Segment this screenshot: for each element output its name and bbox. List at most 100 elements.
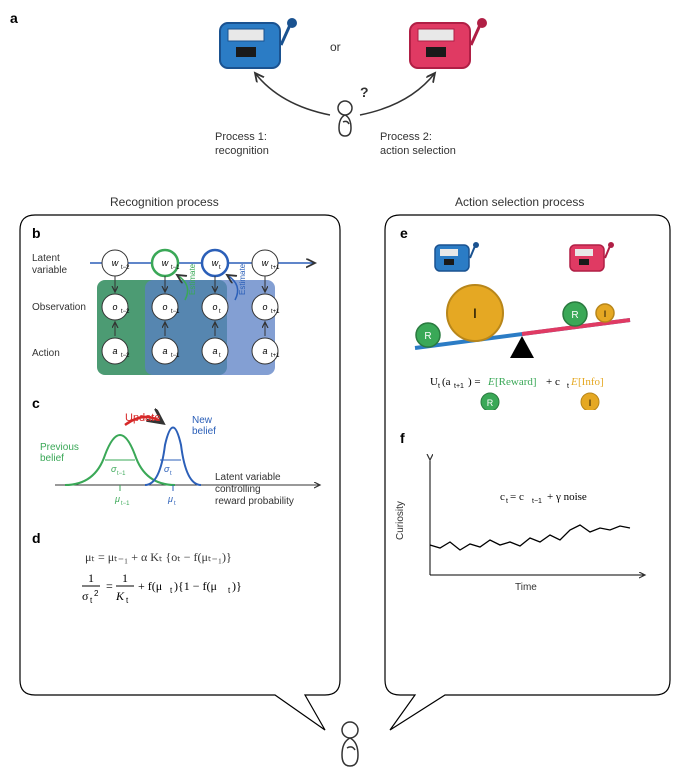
svg-text:t−1: t−1 bbox=[171, 309, 180, 315]
svg-text:= c: = c bbox=[510, 491, 524, 503]
svg-text:t−2: t−2 bbox=[121, 309, 130, 315]
question-mark-icon: ? bbox=[360, 84, 369, 100]
svg-text:t−1: t−1 bbox=[171, 353, 180, 359]
svg-text:t: t bbox=[90, 596, 93, 605]
svg-text:1: 1 bbox=[88, 571, 94, 585]
svg-text:μ: μ bbox=[167, 494, 173, 504]
arrow-to-red bbox=[360, 73, 435, 115]
svg-text:a: a bbox=[162, 346, 167, 356]
action-label: Action bbox=[32, 348, 60, 359]
svg-text:t+1: t+1 bbox=[271, 265, 280, 271]
panel-c-label: c bbox=[32, 395, 40, 411]
svg-text:E: E bbox=[487, 376, 495, 388]
svg-text:(a: (a bbox=[442, 376, 451, 388]
figure: a ? bbox=[10, 10, 675, 770]
process2-label: Process 2: action selection bbox=[380, 130, 456, 159]
svg-text:[Info]: [Info] bbox=[578, 376, 604, 388]
svg-text:t−1: t−1 bbox=[532, 498, 542, 505]
curiosity-label: Curiosity bbox=[395, 501, 406, 540]
svg-text:){1 − f(μ: ){1 − f(μ bbox=[174, 579, 217, 593]
svg-text:2: 2 bbox=[94, 589, 99, 598]
blue-slot-machine bbox=[220, 18, 297, 68]
svg-text:a: a bbox=[212, 346, 217, 356]
panel-b-label: b bbox=[32, 225, 41, 241]
svg-text:a: a bbox=[262, 346, 267, 356]
svg-text:t−2: t−2 bbox=[121, 353, 130, 359]
svg-text:) =: ) = bbox=[468, 376, 481, 388]
eq-d2: 1 σt2 = 1 Kt + f(μt){1 − f(μt)} bbox=[80, 570, 330, 605]
svg-text:o: o bbox=[112, 302, 117, 312]
svg-text:R: R bbox=[424, 331, 431, 342]
update-label: Update bbox=[125, 412, 160, 424]
svg-text:Estimate: Estimate bbox=[188, 263, 197, 295]
panel-f-chart: ct = c t−1 + γ noise bbox=[405, 450, 655, 600]
new-belief-label: New belief bbox=[192, 415, 216, 437]
panel-a-diagram: ? bbox=[150, 15, 550, 180]
time-label: Time bbox=[515, 582, 537, 593]
svg-text:a: a bbox=[112, 346, 117, 356]
svg-text:t: t bbox=[438, 383, 440, 390]
red-slot-small bbox=[570, 242, 614, 271]
svg-text:t−1: t−1 bbox=[171, 265, 180, 271]
svg-text:t: t bbox=[567, 383, 569, 390]
bottom-person-icon bbox=[330, 720, 380, 775]
eq-d1: μₜ = μₜ₋₁ + α Kₜ {oₜ − f(μₜ₋₁)} bbox=[85, 550, 232, 565]
arrow-to-blue bbox=[255, 73, 330, 115]
blue-slot-small bbox=[435, 242, 479, 271]
svg-text:t+1: t+1 bbox=[454, 383, 464, 390]
thinking-person-icon bbox=[338, 101, 352, 136]
panel-d-label: d bbox=[32, 530, 41, 546]
svg-text:t: t bbox=[228, 586, 231, 595]
svg-text:t−1: t−1 bbox=[117, 471, 126, 477]
w-nodes: wt−2 wt−1 wt wt+1 bbox=[90, 250, 315, 276]
panel-e-diagram: I R R I Ut(at+1) = E[Reward] + ct E[Info… bbox=[400, 240, 660, 410]
observation-label: Observation bbox=[32, 302, 86, 313]
process1-label: Process 1: recognition bbox=[215, 130, 269, 159]
action-title: Action selection process bbox=[455, 195, 584, 209]
svg-text:t+1: t+1 bbox=[271, 353, 280, 359]
prev-belief-label: Previous belief bbox=[40, 442, 79, 464]
svg-text:o: o bbox=[162, 302, 167, 312]
svg-text:t+1: t+1 bbox=[271, 309, 280, 315]
svg-text:w: w bbox=[162, 258, 169, 268]
svg-text:μ: μ bbox=[114, 494, 120, 504]
svg-text:w: w bbox=[262, 258, 269, 268]
panel-b-diagram: wt−2 wt−1 wt wt+1 ot−2 ot−1 ot ot+1 at−2… bbox=[45, 245, 335, 385]
svg-text:R: R bbox=[487, 398, 494, 408]
panel-a-label: a bbox=[10, 10, 18, 26]
svg-text:I: I bbox=[473, 305, 477, 321]
panel-e-label: e bbox=[400, 225, 408, 241]
svg-text:I: I bbox=[604, 309, 607, 319]
red-slot-machine bbox=[410, 18, 487, 68]
or-label: or bbox=[330, 40, 341, 54]
svg-text:R: R bbox=[571, 310, 578, 321]
svg-text:K: K bbox=[115, 589, 125, 603]
svg-text:c: c bbox=[500, 491, 505, 503]
svg-text:t: t bbox=[126, 596, 129, 605]
svg-text:E: E bbox=[570, 376, 578, 388]
svg-text:t−2: t−2 bbox=[121, 265, 130, 271]
latent-var-label: Latent variable bbox=[32, 253, 67, 277]
svg-text:+ γ noise: + γ noise bbox=[547, 491, 587, 503]
svg-text:w: w bbox=[112, 258, 119, 268]
svg-text:)}: )} bbox=[232, 579, 242, 593]
svg-text:=: = bbox=[106, 579, 113, 593]
svg-text:w: w bbox=[212, 258, 219, 268]
svg-text:[Reward]: [Reward] bbox=[495, 376, 537, 388]
svg-text:1: 1 bbox=[122, 571, 128, 585]
svg-text:t: t bbox=[174, 501, 176, 507]
svg-text:t: t bbox=[170, 471, 172, 477]
svg-text:U: U bbox=[430, 376, 438, 388]
svg-text:+ c: + c bbox=[546, 376, 560, 388]
svg-text:t: t bbox=[506, 498, 508, 505]
svg-text:Estimate: Estimate bbox=[238, 263, 247, 295]
svg-text:o: o bbox=[212, 302, 217, 312]
svg-text:o: o bbox=[262, 302, 267, 312]
svg-text:t−1: t−1 bbox=[121, 501, 130, 507]
svg-text:σ: σ bbox=[82, 589, 89, 603]
latent-axis-label: Latent variable controlling reward proba… bbox=[215, 472, 294, 508]
recognition-title: Recognition process bbox=[110, 195, 219, 209]
panel-f-label: f bbox=[400, 430, 405, 446]
svg-text:t: t bbox=[170, 586, 173, 595]
svg-text:+ f(μ: + f(μ bbox=[138, 579, 162, 593]
